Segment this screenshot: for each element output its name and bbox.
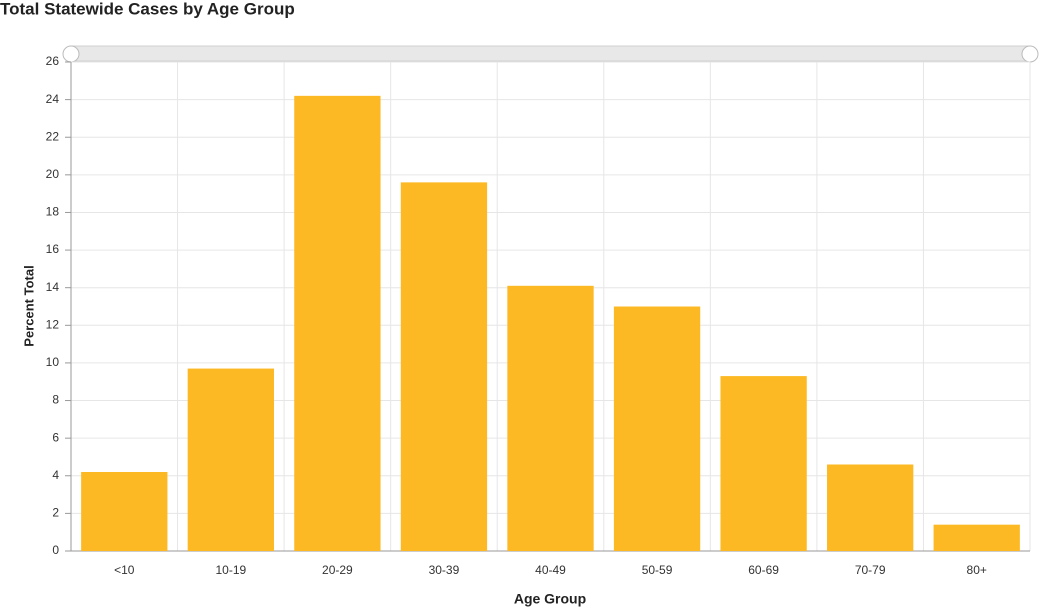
x-tick-label: 50-59 (642, 563, 673, 577)
y-tick-label: 22 (46, 129, 60, 143)
scroll-handle-right[interactable] (1021, 45, 1039, 63)
y-tick-label: 20 (46, 167, 60, 181)
y-tick-label: 10 (46, 355, 60, 369)
bar (187, 368, 274, 551)
y-tick-label: 8 (52, 393, 59, 407)
x-tick-label: 60-69 (748, 563, 779, 577)
x-tick-label: 40-49 (535, 563, 566, 577)
scrollbar[interactable] (70, 45, 1031, 62)
bar (81, 472, 168, 551)
y-tick-label: 6 (52, 430, 59, 444)
y-axis-label: Percent Total (21, 265, 36, 346)
x-tick-label: 20-29 (322, 563, 353, 577)
x-axis-label: Age Group (514, 591, 586, 607)
y-tick-label: 0 (52, 543, 59, 557)
bar (933, 524, 1020, 551)
x-tick-label: 70-79 (855, 563, 886, 577)
x-tick-label: 10-19 (215, 563, 246, 577)
bar (720, 376, 807, 551)
y-tick-label: 18 (46, 205, 60, 219)
y-tick-label: 24 (46, 92, 60, 106)
bar (827, 464, 914, 551)
y-tick-label: 4 (52, 468, 59, 482)
x-tick-label: 80+ (967, 563, 987, 577)
x-tick-label: <10 (114, 563, 135, 577)
x-tick-label: 30-39 (429, 563, 460, 577)
y-tick-label: 26 (46, 54, 60, 68)
y-tick-label: 12 (46, 317, 60, 331)
bar (400, 182, 488, 551)
y-tick-label: 14 (46, 280, 60, 294)
chart-title: Total Statewide Cases by Age Group (0, 0, 295, 18)
bar (613, 306, 701, 551)
y-tick-label: 16 (46, 242, 60, 256)
scroll-handle-left[interactable] (62, 45, 80, 63)
y-tick-label: 2 (52, 506, 59, 520)
bar (507, 285, 594, 551)
bar (294, 95, 381, 551)
